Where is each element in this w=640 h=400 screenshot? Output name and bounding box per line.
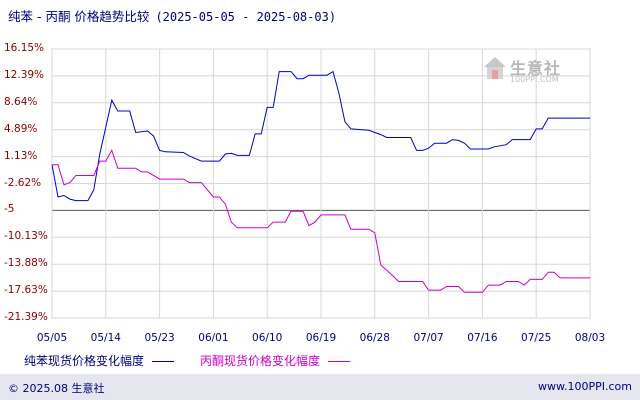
x-tick-label: 07/25 (521, 332, 552, 344)
y-tick-label: 16.15% (4, 42, 45, 54)
legend-label-series-a: 纯苯现货价格变化幅度 (24, 354, 145, 368)
watermark-name: 生意社 (510, 59, 562, 78)
x-tick-label: 06/28 (359, 332, 390, 344)
legend-item-series-b: 丙酮现货价格变化幅度 (200, 352, 351, 369)
watermark-logo-icon (484, 57, 506, 79)
y-tick-label: -5 (4, 203, 15, 216)
footer-copyright: © 2025.08 生意社 (8, 382, 105, 395)
watermark-url: 100PPI.COM (510, 75, 559, 84)
x-tick-label: 07/16 (467, 332, 498, 344)
series-line-a (51, 70, 590, 202)
x-tick-label: 06/01 (198, 332, 229, 344)
y-tick-label: -17.63% (4, 284, 48, 297)
x-tick-label: 06/19 (305, 332, 337, 344)
legend-label-series-b: 丙酮现货价格变化幅度 (200, 354, 321, 368)
y-tick-label: 8.64% (4, 95, 38, 108)
x-tick-label: 05/23 (144, 332, 175, 344)
x-tick-label: 08/03 (574, 332, 606, 344)
chart-date-range: (2025-05-05 - 2025-08-03) (155, 10, 337, 24)
x-tick-label: 06/10 (252, 332, 283, 344)
y-tick-label: -2.62% (4, 176, 42, 189)
y-tick-label: 4.89% (4, 122, 38, 135)
chart-title-text: 纯苯 - 丙酮 价格趋势比较 (8, 9, 150, 24)
y-tick-label: 1.13% (4, 149, 38, 162)
legend-swatch-series-a (152, 361, 175, 362)
legend-swatch-series-b (328, 361, 351, 362)
legend-item-series-a: 纯苯现货价格变化幅度 (24, 352, 175, 369)
x-tick-label: 05/05 (36, 332, 68, 344)
y-tick-label: -13.88% (4, 257, 48, 270)
series-line-b (52, 149, 590, 293)
chart-title: 纯苯 - 丙酮 价格趋势比较 (2025-05-05 - 2025-08-03) (8, 6, 336, 25)
x-tick-label: 05/14 (90, 332, 121, 344)
footer-site-link[interactable]: www.100PPI.com (538, 380, 632, 393)
y-tick-label: -10.13% (4, 230, 48, 243)
x-tick-label: 07/07 (413, 332, 444, 344)
footer-bar: © 2025.08 生意社 www.100PPI.com (0, 374, 640, 400)
y-tick-label: 12.39% (4, 68, 45, 81)
y-tick-label: -21.39% (4, 311, 48, 323)
